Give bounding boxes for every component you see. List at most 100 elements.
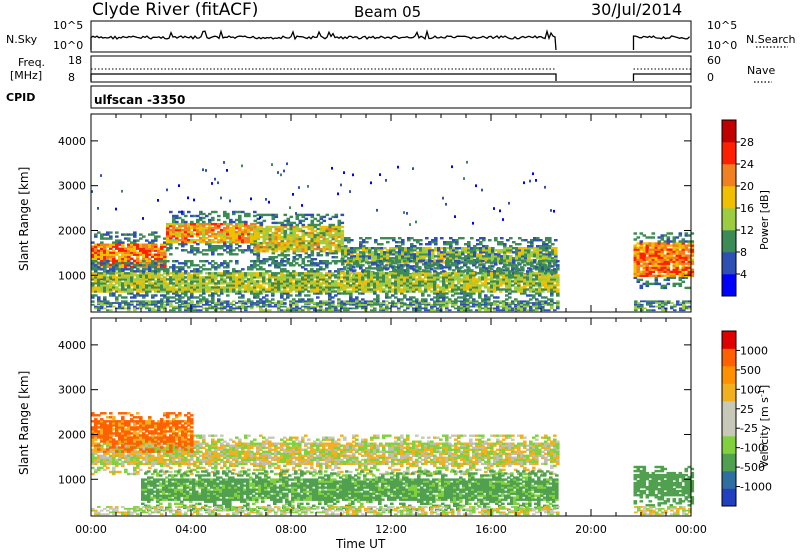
power-cell [247,302,251,304]
power-cell [277,300,281,303]
power-cell [466,292,470,295]
power-cell [190,224,194,228]
power-cell [133,286,137,289]
power-cell [166,270,170,273]
power-cell [115,282,119,285]
power-cell [503,263,507,266]
power-cell [283,233,288,237]
power-cell [364,288,368,291]
power-cell [367,288,371,291]
power-cell [337,309,341,312]
power-cell [541,268,545,271]
power-cell [460,286,464,289]
power-cell [256,276,260,279]
power-cell [286,276,290,279]
power-cell [148,272,152,275]
power-cell [383,251,387,254]
power-cell [672,244,677,247]
power-cell [547,266,551,269]
power-cell [118,268,122,271]
power-cell [521,261,525,264]
power-cell [271,215,276,219]
power-cell [250,260,254,263]
power-cell [100,255,104,258]
power-cell [412,288,416,291]
power-cell [478,284,482,287]
power-cell [121,290,125,293]
power-cell [160,284,164,287]
power-cell [121,268,125,271]
power-cell [202,168,204,172]
power-cell [139,243,143,246]
power-cell [118,265,122,268]
power-cell [418,286,422,289]
power-cell [196,222,200,226]
power-cell [467,253,471,256]
power-cell [515,257,519,260]
power-cell [232,309,236,312]
power-cell [94,245,98,248]
power-cell [148,264,152,267]
power-cell [139,270,143,273]
power-cell [274,288,278,291]
power-cell [443,249,447,252]
power-cell [202,226,206,230]
power-cell [678,272,683,275]
power-cell [398,251,402,254]
power-cell [229,288,233,291]
power-cell [160,251,164,254]
power-cell [157,251,161,254]
power-cell [497,251,501,254]
power-cell [343,305,347,308]
power-cell [657,260,662,263]
power-cell [523,286,527,289]
power-cell [466,272,470,275]
power-cell [133,278,137,281]
power-cell [536,239,540,242]
power-cell [124,302,128,304]
power-cell [151,270,155,273]
power-cell [106,270,110,273]
power-cell [286,278,290,281]
power-cell [445,280,449,283]
power-cell [532,278,536,281]
power-cell [202,241,206,244]
power-cell [352,278,356,281]
power-cell [127,282,131,285]
power-cell [184,309,188,312]
power-cell [295,284,299,287]
power-cell [328,225,333,229]
power-cell [407,247,411,250]
power-cell [325,303,329,306]
power-cell [271,284,275,287]
power-cell [490,294,494,297]
power-cell [280,223,285,227]
power-cell [307,254,312,257]
power-cell [436,284,440,287]
power-cell [151,302,155,304]
power-cell [277,278,281,281]
power-cell [172,284,176,287]
power-cell [520,280,524,283]
power-cell [220,247,224,250]
power-cell [121,272,125,275]
power-cell [190,290,194,293]
power-cell [301,284,305,287]
power-cell [253,245,258,249]
power-cell [247,237,251,240]
power-cell [115,264,119,267]
power-cell [91,264,95,267]
power-cell [112,264,116,267]
power-cell [280,254,285,257]
power-cell [374,253,378,256]
power-cell [217,214,221,218]
power-cell [301,305,305,308]
power-cell [310,215,315,219]
power-cell [434,247,438,250]
power-cell [515,267,519,270]
power-cell [350,249,354,252]
power-cell [283,247,288,251]
power-cell [271,252,276,255]
power-cell [325,280,329,283]
power-cell [651,258,656,261]
